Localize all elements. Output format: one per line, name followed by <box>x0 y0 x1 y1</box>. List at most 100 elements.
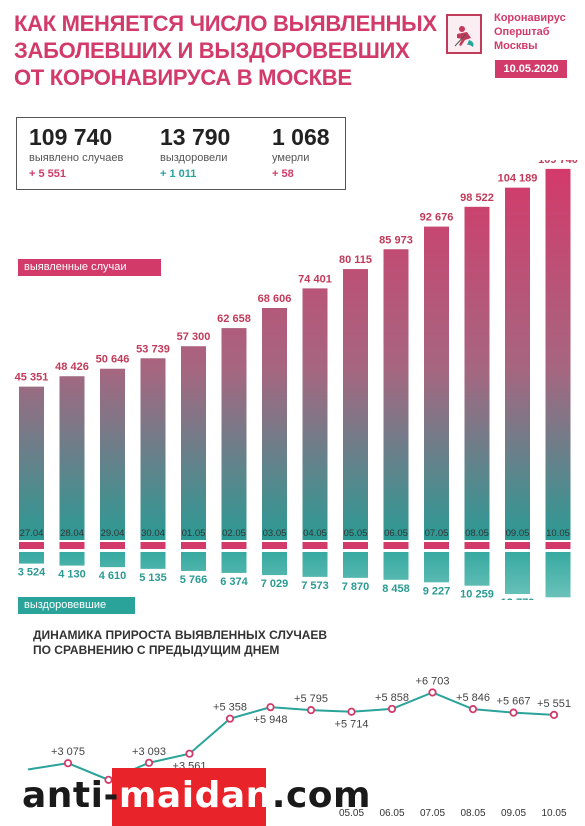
cases-bar-base <box>464 542 490 549</box>
cases-value-label: 80 115 <box>339 254 372 266</box>
daily-growth-line-chart: +3 075 +3 093+3 561+5 358+5 948+5 795+5 7… <box>27 675 571 819</box>
cases-bar <box>262 307 287 540</box>
recovered-bar <box>140 552 166 569</box>
cases-bar-base <box>302 542 328 549</box>
date-tick-label: 02.05 <box>222 528 246 539</box>
growth-point <box>63 759 73 768</box>
title-line-1: КАК МЕНЯЕТСЯ ЧИСЛО ВЫЯВЛЕННЫХ <box>14 11 437 36</box>
growth-value-label: +5 714 <box>335 719 369 731</box>
recovered-bar <box>302 552 328 577</box>
cases-bar <box>59 376 85 540</box>
recovered-value-label: 10 259 <box>460 589 494 600</box>
date-tick-label: 09.05 <box>501 808 526 819</box>
recovered-value-label: 4 610 <box>99 570 127 582</box>
cases-value-label: 50 646 <box>96 354 130 366</box>
title-line-3: ОТ КОРОНАВИРУСА В МОСКВЕ <box>14 65 352 90</box>
growth-point <box>266 703 275 712</box>
recovered-value-label: 7 870 <box>342 581 370 593</box>
date-tick-label: 03.05 <box>263 528 287 539</box>
date-tick-label: 06.05 <box>379 808 404 819</box>
recovered-value-label: 12 779 <box>501 597 535 600</box>
recovered-bar <box>343 552 368 578</box>
cases-bar-base <box>505 542 530 549</box>
cases-bar-base <box>262 542 287 549</box>
date-tick-label: 27.04 <box>20 528 44 539</box>
cases-bar <box>302 288 328 540</box>
cases-bar-base <box>424 542 449 549</box>
summary-label: выявлено случаев <box>29 152 124 164</box>
recovered-legend-label: выздоровевшие <box>18 597 135 614</box>
recovered-value-label: 6 374 <box>220 576 248 588</box>
recovered-bar <box>545 552 571 598</box>
recovered-bar <box>383 552 409 580</box>
growth-line <box>27 691 555 781</box>
growth-point <box>306 706 316 715</box>
cases-value-label: 74 401 <box>298 273 332 285</box>
cases-bar <box>383 249 409 540</box>
date-tick-label: 06.05 <box>384 528 408 539</box>
cases-value-label: 85 973 <box>379 234 413 246</box>
growth-point <box>347 707 356 716</box>
recovered-bar <box>221 552 247 573</box>
cases-bar-base <box>19 542 44 549</box>
moscow-coat-of-arms-icon <box>446 14 482 54</box>
growth-value-label: +6 703 <box>416 675 450 687</box>
date-tick-label: 29.04 <box>101 528 125 539</box>
recovered-bar <box>262 552 287 576</box>
growth-value-label: +5 846 <box>456 692 490 704</box>
cases-bar-base <box>343 542 368 549</box>
summary-cases: 109 740 выявлено случаев + 5 551 <box>29 124 123 180</box>
date-tick-label: 08.05 <box>460 808 485 819</box>
recovered-bar <box>464 552 490 586</box>
date-tick-label: 28.04 <box>60 528 84 539</box>
summary-delta: + 1 011 <box>160 168 197 180</box>
summary-delta: + 5 551 <box>29 168 67 180</box>
cases-recovered-bar-chart: 45 351 27.04 48 426 28.04 50 646 29.04 53 739 3… <box>15 160 578 600</box>
title-line-2: ЗАБОЛЕВШИХ И ВЫЗДОРОВЕВШИХ <box>14 38 410 63</box>
growth-point <box>387 704 397 714</box>
date-tick-label: 07.05 <box>420 808 445 819</box>
summary-recovered: 13 790 выздоровели + 1 011 <box>160 124 230 180</box>
growth-point <box>144 758 154 767</box>
growth-value-label: +3 093 <box>132 746 166 758</box>
growth-point <box>549 710 559 720</box>
summary-delta: + 58 <box>272 168 294 180</box>
cases-legend-label: выявленные случаи <box>18 259 161 276</box>
date-tick-label: 08.05 <box>465 528 489 539</box>
summary-label: умерли <box>272 152 310 164</box>
page-title: КАК МЕНЯЕТСЯ ЧИСЛО ВЫЯВЛЕННЫХ ЗАБОЛЕВШИХ… <box>14 10 437 91</box>
cases-value-label: 48 426 <box>55 361 89 373</box>
cases-value-label: 45 351 <box>15 372 49 384</box>
recovered-value-label: 7 573 <box>301 580 329 592</box>
cases-bar-base <box>383 542 409 549</box>
recovered-value-label: 9 227 <box>423 585 451 597</box>
summary-value: 1 068 <box>272 124 330 150</box>
summary-label: выздоровели <box>160 152 228 164</box>
date-tick-label: 10.05 <box>546 528 570 539</box>
cases-value-label: 62 658 <box>217 313 251 325</box>
growth-point <box>185 749 194 758</box>
date-tick-label: 30.04 <box>141 528 165 539</box>
recovered-bar <box>59 552 85 566</box>
summary-value: 109 740 <box>29 124 113 150</box>
recovered-value-label: 5 766 <box>180 574 208 586</box>
cases-bar <box>100 368 125 540</box>
summary-box: 109 740 выявлено случаев + 5 551 13 790 … <box>16 117 346 190</box>
growth-value-label: +5 551 <box>537 698 571 710</box>
date-badge: 10.05.2020 <box>495 60 567 78</box>
cases-value-label: 92 676 <box>420 212 454 224</box>
date-tick-label: 01.05 <box>182 528 206 539</box>
watermark-red-block <box>112 768 266 826</box>
recovered-value-label: 7 029 <box>261 578 289 590</box>
line-chart-subtitle: ДИНАМИКА ПРИРОСТА ВЫЯВЛЕННЫХ СЛУЧАЕВ ПО … <box>33 628 328 657</box>
growth-point <box>225 714 235 723</box>
date-tick-label: 04.05 <box>303 528 327 539</box>
growth-value-label: +5 948 <box>254 714 288 726</box>
cases-bar <box>140 358 166 540</box>
recovered-bar <box>505 552 530 594</box>
cases-bar <box>464 206 490 540</box>
growth-value-label: +5 858 <box>375 692 409 704</box>
growth-value-label: +3 075 <box>51 746 85 758</box>
cases-value-label: 104 189 <box>498 173 538 185</box>
cases-bar <box>181 346 206 540</box>
